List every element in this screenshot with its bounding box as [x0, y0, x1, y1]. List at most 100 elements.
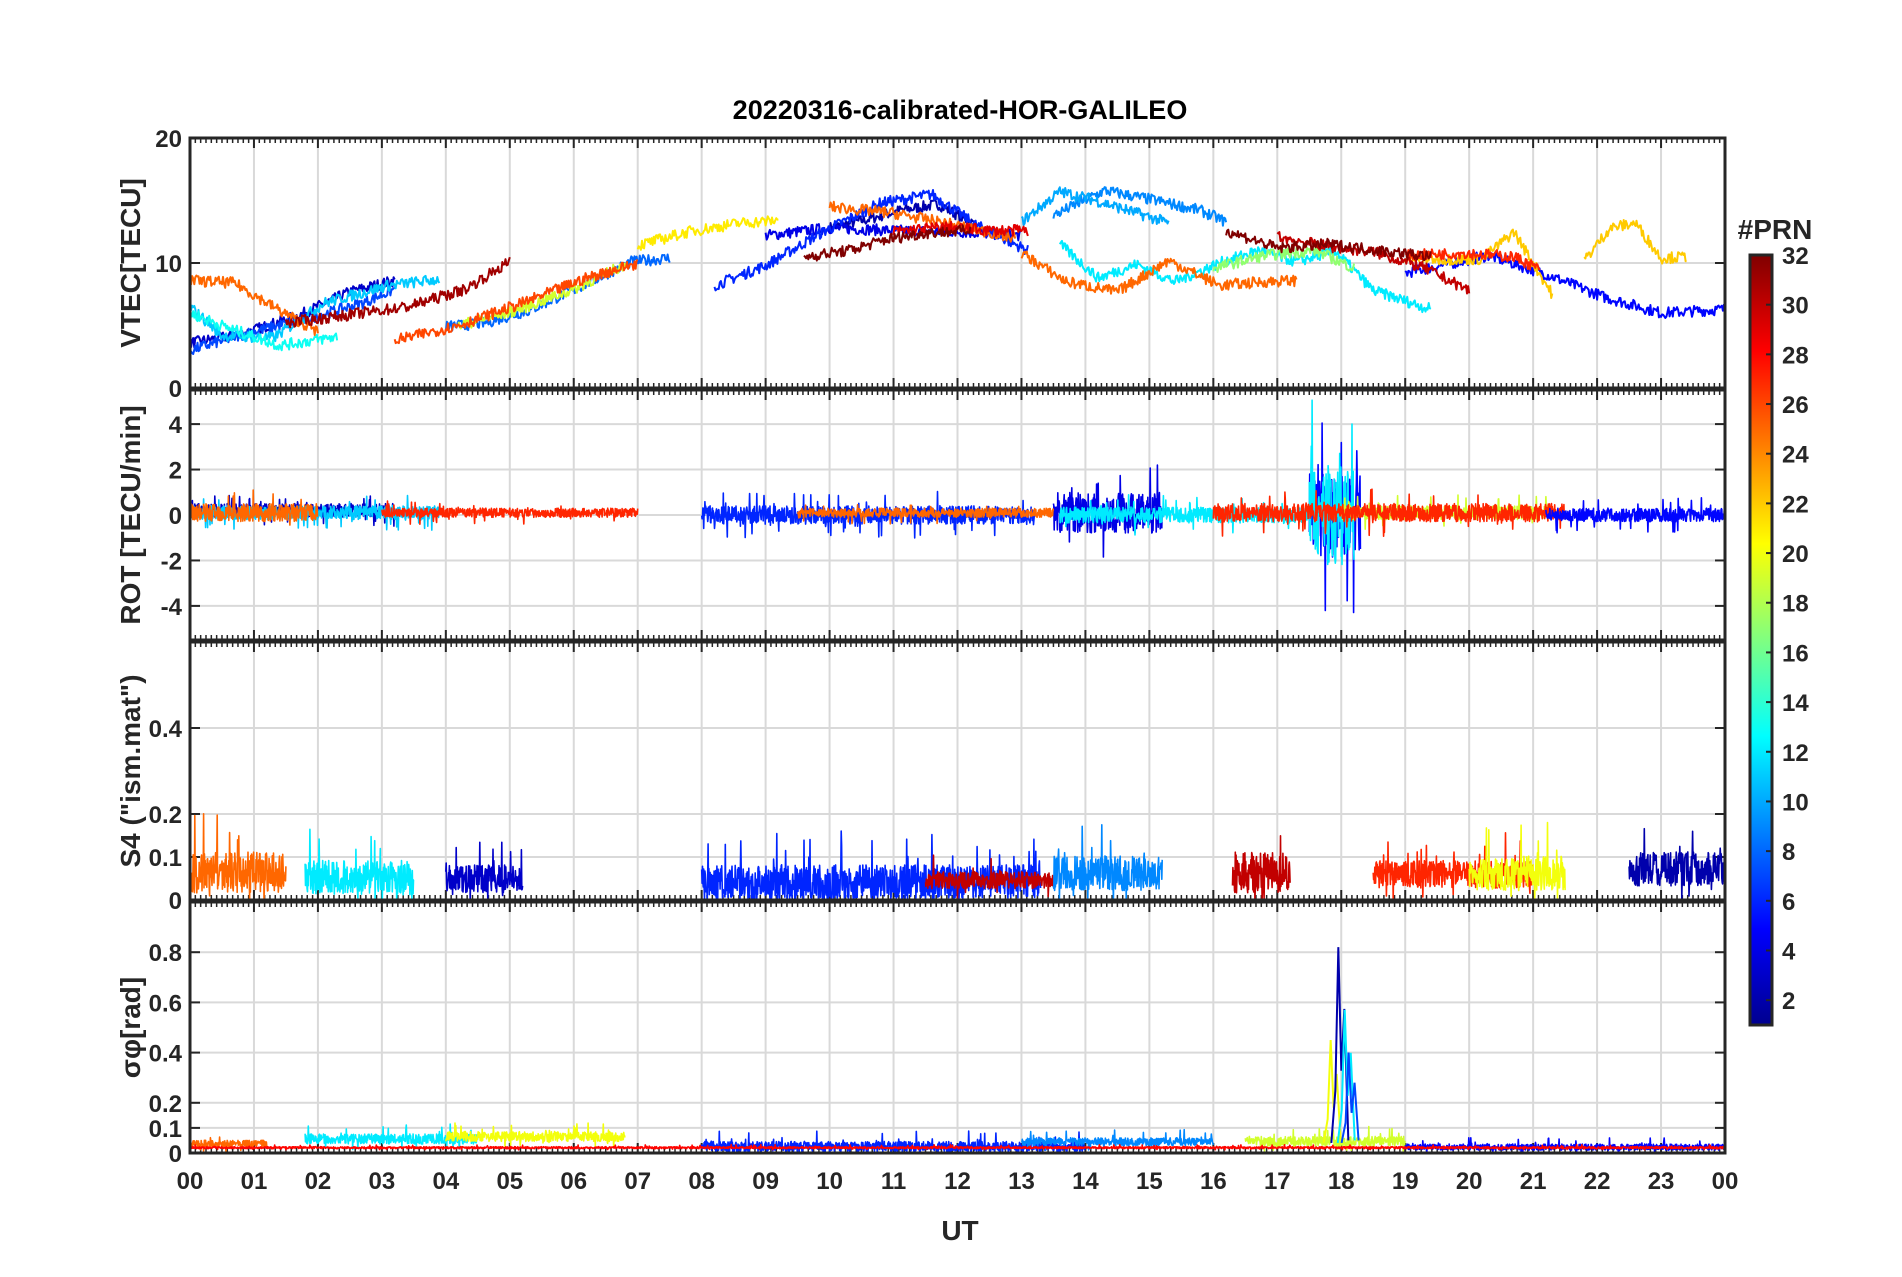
series-group	[190, 186, 1725, 355]
series-prn-30	[1231, 834, 1291, 900]
series-prn-3	[445, 841, 524, 900]
y-tick-label: 0.1	[149, 845, 182, 872]
series-prn-5	[1545, 496, 1725, 534]
y-tick-label: 0.4	[149, 1041, 183, 1068]
x-axis-label: UT	[941, 1215, 978, 1246]
x-tick-label: 09	[752, 1168, 779, 1195]
colorbar-tick-label: 22	[1782, 491, 1809, 518]
colorbar-tick-label: 14	[1782, 690, 1809, 717]
panel-vtec: 0 10 20 VTEC[TECU]	[115, 126, 1727, 403]
series-prn-25	[1020, 250, 1298, 295]
series-prn-8	[444, 253, 671, 332]
spike-prn-12	[1336, 1009, 1356, 1144]
series-prn-21	[636, 215, 779, 251]
series-prn-27	[1212, 488, 1566, 538]
series-prn-9	[1052, 186, 1228, 227]
x-tick-label: 08	[688, 1168, 715, 1195]
y-tick-label: 0	[169, 376, 182, 403]
spike-prn-20	[1322, 1040, 1342, 1144]
colorbar-tick-label: 30	[1782, 293, 1809, 320]
colorbar-tick-label: 12	[1782, 740, 1809, 767]
series-prn-25	[190, 1136, 268, 1153]
series-group	[190, 812, 1725, 900]
series-prn-12	[304, 828, 415, 900]
colorbar-tick-label: 2	[1782, 988, 1795, 1015]
x-tick-label: 04	[432, 1168, 459, 1195]
series-prn-29	[892, 220, 1029, 237]
colorbar-tick-label: 8	[1782, 839, 1795, 866]
panel-s4: 0 0.1 0.2 0.4S4 ("ism.mat")	[115, 640, 1727, 915]
colorbar-tick-label: 28	[1782, 342, 1809, 369]
x-tick-label: 12	[944, 1168, 971, 1195]
series-prn-11	[190, 274, 441, 343]
series-prn-27	[1372, 831, 1534, 900]
colorbar-tick-label: 16	[1782, 640, 1809, 667]
series-prn-17	[1212, 245, 1355, 273]
series-prn-12	[1058, 239, 1432, 314]
series-prn-30	[1276, 231, 1471, 295]
series-prn-25	[828, 200, 1017, 243]
series-prn-27	[381, 500, 639, 526]
series-prn-9	[1052, 823, 1163, 900]
y-tick-label: 20	[155, 126, 182, 153]
y-tick-label: 0.2	[149, 802, 182, 829]
panel-frame	[188, 900, 1727, 1155]
panel-frame	[188, 640, 1727, 902]
series-prn-26	[393, 259, 639, 345]
series-prn-25	[796, 503, 1055, 525]
y-axis-label: σφ[rad]	[115, 977, 146, 1078]
y-tick-label: 0.6	[149, 990, 182, 1017]
colorbar-tick-label: 10	[1782, 789, 1809, 816]
x-tick-label: 00	[1712, 1168, 1739, 1195]
y-tick-label: 0	[169, 503, 182, 530]
series-prn-20	[1468, 821, 1566, 900]
colorbar-tick-label: 26	[1782, 392, 1809, 419]
colorbar-tick-label: 20	[1782, 541, 1809, 568]
x-tick-label: 16	[1200, 1168, 1227, 1195]
y-tick-label: -4	[161, 594, 183, 621]
series-prn-10	[1020, 186, 1170, 227]
y-tick-label: 0	[169, 888, 182, 915]
x-tick-label: 13	[1008, 1168, 1035, 1195]
series-group	[190, 399, 1725, 614]
x-tick-label: 05	[496, 1168, 523, 1195]
chart-title: 20220316-calibrated-HOR-GALILEO	[733, 95, 1188, 125]
x-tick-label: 11	[881, 1168, 906, 1195]
series-prn-20	[445, 1122, 626, 1148]
x-tick-label: 17	[1264, 1168, 1291, 1195]
colorbar-bar	[1748, 253, 1774, 1027]
y-tick-label: 0.1	[149, 1116, 182, 1143]
series-prn-28	[190, 1143, 1725, 1151]
x-tick-label: 14	[1072, 1168, 1099, 1195]
x-tick-label: 19	[1392, 1168, 1419, 1195]
x-tick-label: 01	[241, 1168, 268, 1195]
x-tick-label: 18	[1328, 1168, 1355, 1195]
y-tick-label: -2	[161, 548, 182, 575]
panel-frame	[188, 388, 1727, 642]
x-tick-label: 20	[1456, 1168, 1483, 1195]
spike-prn-7	[1340, 1052, 1360, 1144]
y-tick-label: 10	[155, 251, 182, 278]
series-prn-25	[190, 274, 319, 336]
y-axis-label: S4 ("ism.mat")	[115, 674, 146, 867]
y-tick-label: 0	[169, 1141, 182, 1168]
series-prn-6	[713, 189, 1029, 292]
series-prn-6	[700, 1130, 1087, 1153]
panel-sigma: 00.10.2 0.4 0.6 0.8σφ[rad]	[115, 900, 1727, 1168]
y-axis-label: ROT [TECU/min]	[115, 405, 146, 624]
series-prn-5	[1404, 251, 1725, 319]
colorbar-tick-label: 18	[1782, 591, 1809, 618]
series-prn-22	[1583, 219, 1687, 265]
x-tick-label: 06	[560, 1168, 587, 1195]
y-tick-label: 2	[169, 458, 182, 485]
series-group	[190, 947, 1725, 1153]
series-prn-32	[1225, 228, 1432, 262]
x-tick-label: 02	[305, 1168, 332, 1195]
series-prn-25	[190, 489, 319, 526]
series-prn-31	[284, 256, 511, 329]
x-tick-label: 15	[1136, 1168, 1163, 1195]
y-tick-label: 0.2	[149, 1091, 182, 1118]
y-tick-label: 4	[169, 412, 183, 439]
